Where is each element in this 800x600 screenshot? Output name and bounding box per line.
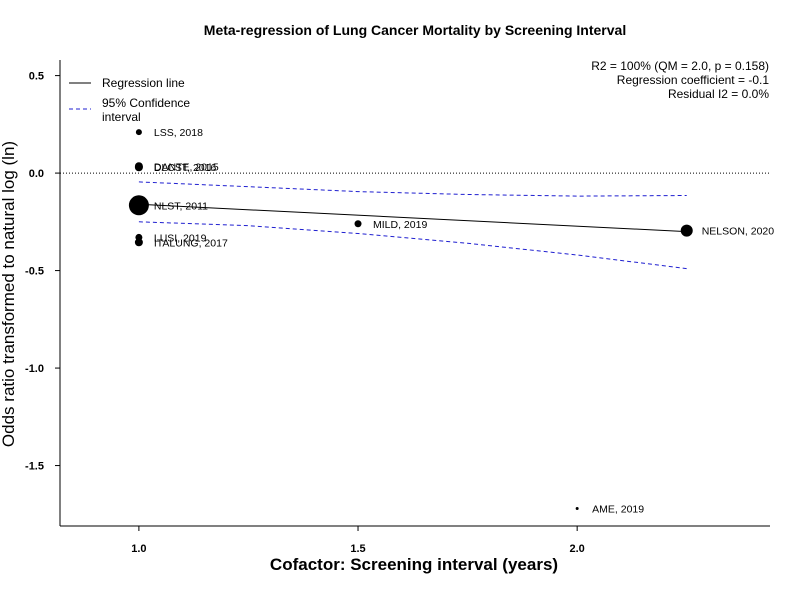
x-axis-title: Cofactor: Screening interval (years) bbox=[270, 555, 558, 574]
data-point bbox=[134, 238, 143, 247]
y-tick-label: -1.0 bbox=[25, 363, 44, 375]
stats-residual: Residual I2 = 0.0% bbox=[668, 87, 769, 101]
y-tick-label: 0.0 bbox=[29, 168, 44, 180]
y-tick-label: -1.5 bbox=[25, 461, 44, 473]
confidence-interval-layer bbox=[138, 181, 687, 270]
stats-r2: R2 = 100% (QM = 2.0, p = 0.158) bbox=[591, 59, 769, 73]
data-point bbox=[354, 220, 362, 228]
y-ticks-layer: 0.5 0.0 -0.5 -1.0 -1.5 bbox=[25, 71, 60, 473]
data-point-label: AME, 2019 bbox=[592, 503, 644, 515]
data-point-label: DANTE, 2015 bbox=[154, 161, 219, 173]
x-tick-label: 1.0 bbox=[131, 543, 146, 555]
data-point-label: LSS, 2018 bbox=[154, 127, 203, 139]
data-point bbox=[680, 224, 693, 237]
chart-title: Meta-regression of Lung Cancer Mortality… bbox=[204, 22, 626, 38]
regression-line-layer bbox=[138, 203, 687, 233]
regression-stats: R2 = 100% (QM = 2.0, p = 0.158) Regressi… bbox=[591, 59, 769, 101]
data-point-label: NELSON, 2020 bbox=[702, 226, 775, 238]
data-point bbox=[135, 129, 142, 136]
legend: Regression line 95% Confidence interval bbox=[69, 76, 190, 124]
x-ticks-layer: 1.0 1.5 2.0 bbox=[131, 526, 585, 555]
y-axis-title: Odds ratio transformed to natural log (l… bbox=[0, 141, 18, 447]
data-point-label: LUSI, 2019 bbox=[154, 232, 207, 244]
y-tick-label: -0.5 bbox=[25, 266, 44, 278]
data-point-label: ITALUNG, 2017 bbox=[154, 237, 228, 249]
stats-coefficient: Regression coefficient = -0.1 bbox=[617, 73, 770, 87]
data-point-label: NLST, 2011 bbox=[154, 200, 208, 212]
confidence-lower-line bbox=[138, 221, 687, 270]
data-point-label: DLCST, 2016 bbox=[154, 162, 217, 174]
data-point bbox=[134, 163, 143, 172]
legend-regression-label: Regression line bbox=[102, 76, 185, 90]
data-point-label: MILD, 2019 bbox=[373, 219, 427, 231]
y-tick-label: 0.5 bbox=[29, 71, 44, 83]
regression-line bbox=[138, 203, 687, 233]
data-points-layer bbox=[128, 129, 693, 510]
data-point bbox=[128, 195, 149, 216]
confidence-upper-line bbox=[138, 181, 687, 197]
data-point bbox=[575, 506, 579, 510]
x-tick-label: 2.0 bbox=[570, 543, 585, 555]
legend-confidence-label: 95% Confidence interval bbox=[102, 96, 190, 124]
x-tick-label: 1.5 bbox=[350, 543, 365, 555]
